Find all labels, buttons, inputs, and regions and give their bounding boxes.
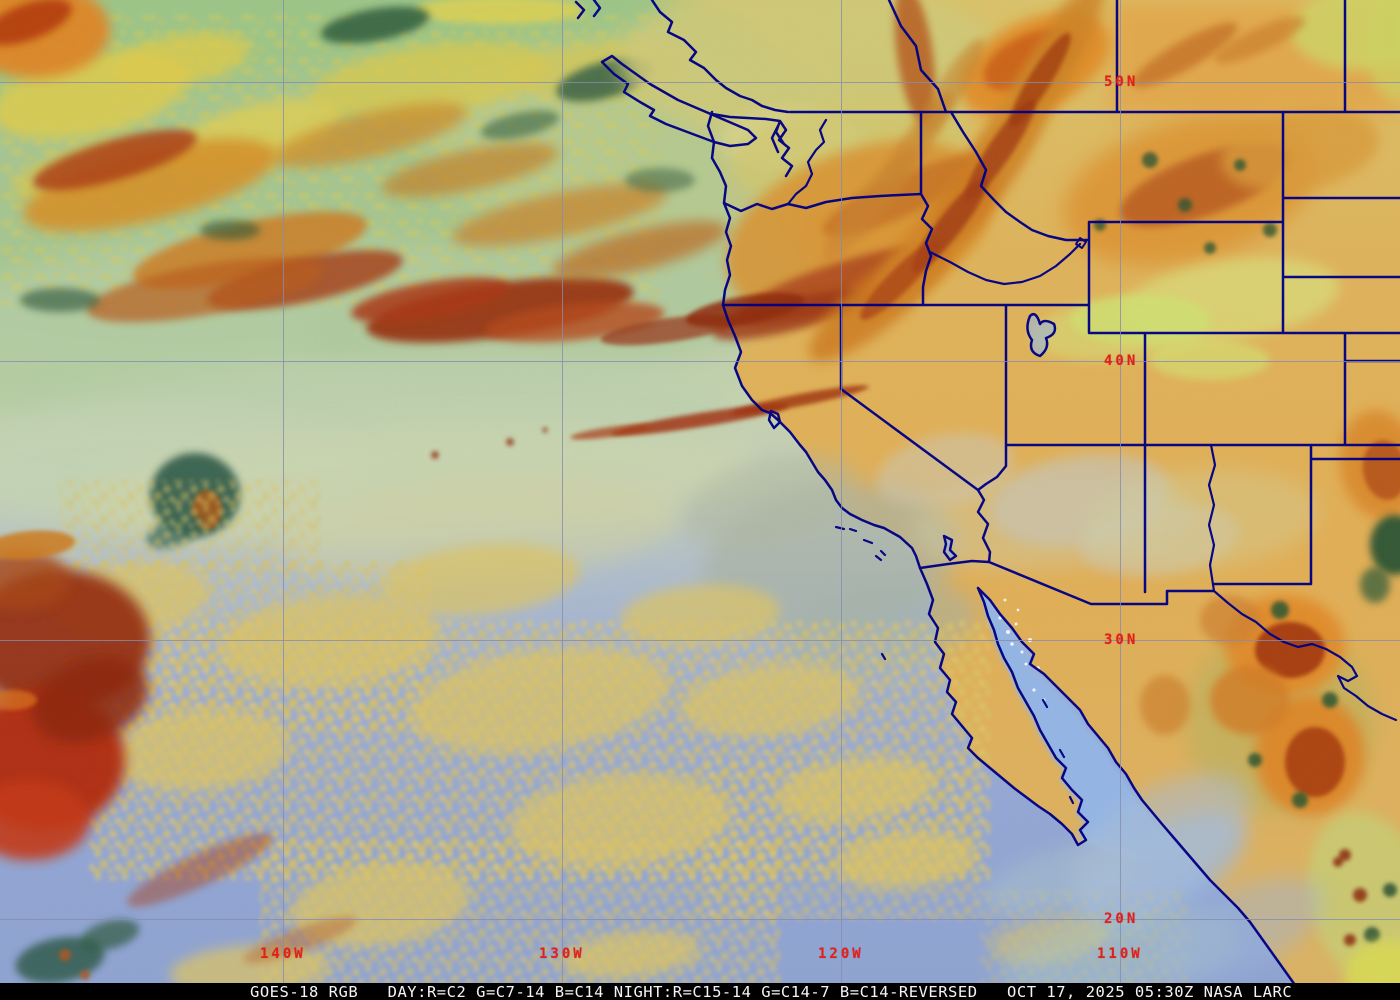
gridline-30N <box>0 640 1400 641</box>
rio-grande-river <box>1207 443 1398 722</box>
channel-islands <box>834 525 1075 805</box>
columbia-snake-rivers <box>786 118 1082 286</box>
gridline-110W <box>1120 0 1121 984</box>
salton-sea <box>942 534 958 562</box>
gridline-130W <box>562 0 563 984</box>
gridline-40N <box>0 361 1400 362</box>
yellowstone-lake <box>1075 237 1087 249</box>
lat-label-3: 20N <box>1104 911 1139 927</box>
canada-borders <box>788 0 1400 114</box>
gridline-120W <box>841 0 842 984</box>
san-francisco-bay <box>767 409 782 430</box>
lon-label-1: 130W <box>539 946 585 962</box>
pacific-coastline <box>650 0 922 570</box>
footer-bar: GOES-18 RGB DAY:R=C2 G=C7-14 B=C14 NIGHT… <box>0 983 1400 1000</box>
footer-text: GOES-18 RGB DAY:R=C2 G=C7-14 B=C14 NIGHT… <box>250 983 1293 1000</box>
lon-label-0: 140W <box>260 946 306 962</box>
great-salt-lake <box>1026 313 1057 358</box>
lat-label-0: 50N <box>1104 74 1139 90</box>
us-state-borders <box>721 110 1400 594</box>
lon-label-2: 120W <box>818 946 864 962</box>
gridline-140W <box>283 0 284 984</box>
gridline-50N <box>0 82 1400 83</box>
lat-label-2: 30N <box>1104 632 1139 648</box>
lon-label-3: 110W <box>1097 946 1143 962</box>
gridline-20N <box>0 919 1400 920</box>
vancouver-island-coast <box>574 0 758 148</box>
lat-label-1: 40N <box>1104 353 1139 369</box>
